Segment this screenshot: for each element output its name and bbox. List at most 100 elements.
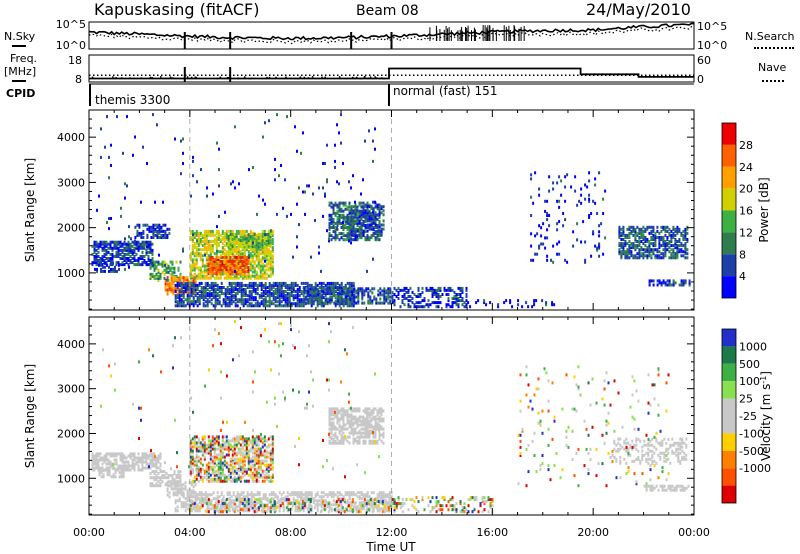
heatmap-cell [206,281,209,285]
heatmap-cell [634,246,637,250]
heatmap-cell [111,255,114,258]
heatmap-cell [207,479,210,483]
heatmap-cell [314,283,317,287]
heatmap-cell [239,254,242,258]
heatmap-cell [322,296,325,300]
heatmap-cell [235,445,238,449]
heatmap-cell [196,283,199,287]
heatmap-cell [431,293,434,296]
heatmap-cell [292,296,295,300]
heatmap-cell [201,435,204,439]
heatmap-cell [151,261,154,265]
heatmap-cell [206,302,209,306]
heatmap-cell [219,270,222,274]
heatmap-cell [249,254,252,258]
heatmap-cell [357,287,360,291]
heatmap-cell [227,266,230,269]
heatmap-cell [270,300,273,304]
heatmap-cell [427,303,430,307]
heatmap-cell [265,233,268,236]
heatmap-cell [359,289,362,293]
heatmap-cell [453,295,456,298]
heatmap-cell [186,290,189,294]
heatmap-cell [211,435,214,439]
heatmap-cell [270,229,272,233]
heatmap-cell [326,143,328,147]
heatmap-cell [210,298,213,302]
heatmap-cell [251,441,254,445]
heatmap-cell [212,283,215,287]
heatmap-cell [256,300,259,304]
heatmap-cell [648,250,651,254]
heatmap-cell [227,445,230,449]
heatmap-cell [624,254,627,258]
heatmap-cell [244,292,247,296]
heatmap-cell [195,229,198,233]
heatmap-cell [177,476,180,480]
heatmap-cell [151,462,154,466]
heatmap-cell [238,283,241,287]
heatmap-cell [150,225,153,229]
heatmap-cell [290,290,293,293]
heatmap-cell [332,207,335,211]
heatmap-cell [340,209,343,213]
heatmap-cell [149,259,152,262]
heatmap-cell [111,240,114,244]
heatmap-cell [195,441,198,445]
heatmap-cell [211,443,214,447]
heatmap-cell [348,201,351,205]
heatmap-cell [169,480,172,484]
heatmap-cell [209,477,212,481]
heatmap-cell [252,290,255,293]
heatmap-cell [231,471,234,475]
heatmap-cell [182,302,185,306]
heatmap-cell [300,298,303,302]
heatmap-cell [194,302,197,306]
heatmap-cell [357,295,360,299]
heatmap-cell [372,233,375,237]
heatmap-cell [161,270,164,274]
heatmap-cell [159,484,162,488]
heatmap-cell [632,242,635,246]
heatmap-cell [370,225,373,229]
heatmap-cell [650,256,653,260]
heatmap-cell [97,246,100,250]
heatmap-cell [570,185,573,189]
heatmap-cell [217,229,220,233]
heatmap-cell [296,302,299,306]
heatmap-cell [178,296,181,300]
heatmap-cell [250,302,253,306]
heatmap-cell [213,262,216,265]
heatmap-cell [370,221,373,225]
freq-left-tick-top: 18 [68,54,82,67]
heatmap-cell [204,292,207,296]
heatmap-cell [391,297,394,301]
heatmap-cell [193,439,196,443]
heatmap-cell [201,479,204,483]
heatmap-cell [634,236,637,239]
heatmap-cell [240,286,243,289]
heatmap-cell [152,263,154,267]
heatmap-cell [100,127,102,131]
heatmap-cell [360,232,363,236]
heatmap-cell [407,288,410,292]
heatmap-cell [218,288,221,291]
heatmap-cell [650,250,653,254]
heatmap-cell [169,260,172,264]
heatmap-cell [99,242,102,246]
heatmap-cell [249,268,252,272]
heatmap-cell [254,288,257,291]
heatmap-cell [193,266,196,270]
heatmap-cell [360,221,363,225]
heatmap-cell [133,462,136,466]
heatmap-cell [233,274,236,278]
heatmap-cell [376,236,379,240]
heatmap-cell [194,294,197,298]
heatmap-cell [248,296,251,300]
heatmap-cell [457,297,460,300]
heatmap-cell [437,305,440,309]
heatmap-cell [134,236,137,239]
heatmap-cell [199,461,202,465]
heatmap-cell [237,250,240,254]
heatmap-cell [461,303,464,307]
